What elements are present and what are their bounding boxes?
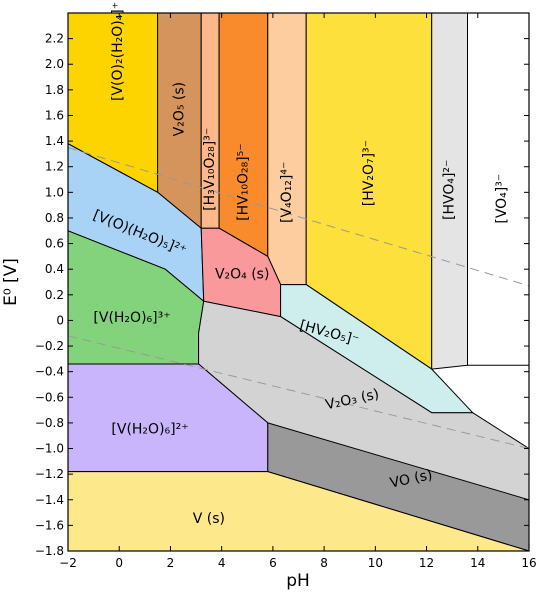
y-axis-ticks: 2.2 2.0 1.8 1.6 1.4 1.2 1.0 0.8 0.6 0.4 0.2 0 −0.2 −0… [35, 32, 529, 558]
species-label: [V(O)₂(H₂O)₄]⁺ [110, 2, 126, 101]
x-tick-label: −2 [59, 556, 77, 570]
x-axis-title: pH [286, 571, 310, 591]
x-tick-label: 8 [320, 556, 328, 570]
species-label: [HVO₄]²⁻ [442, 160, 458, 220]
species-label: [HV₁₀O₂₈]⁵⁻ [235, 143, 251, 221]
y-tick-label: −0.8 [35, 416, 64, 430]
species-label: [H₃V₁₀O₂₈]³⁻ [202, 128, 218, 211]
species-label: [HV₂O₇]³⁻ [361, 140, 377, 206]
x-tick-label: 14 [470, 556, 485, 570]
y-tick-label: 1.8 [45, 83, 64, 97]
species-label: V₂O₅ (s) [171, 82, 187, 137]
region-v4o12 [267, 12, 307, 286]
y-tick-label: −1.0 [35, 442, 64, 456]
y-tick-label: 0.2 [45, 288, 64, 302]
y-tick-label: 1.2 [45, 160, 64, 174]
y-tick-label: −1.8 [35, 544, 64, 558]
y-tick-label: −1.2 [35, 467, 64, 481]
x-tick-label: 12 [419, 556, 434, 570]
y-axis-title: E⁰ [V] [1, 258, 21, 306]
x-tick-label: 10 [368, 556, 383, 570]
species-label: [V(H₂O)₆]³⁺ [93, 310, 170, 326]
plot-frame [67, 12, 530, 552]
x-axis-ticks: −2 0 2 4 6 8 10 12 14 16 [59, 13, 537, 570]
species-label: [V₄O₁₂]⁴⁻ [279, 162, 295, 223]
y-tick-label: −0.4 [35, 365, 64, 379]
y-tick-label: 0.8 [45, 211, 64, 225]
y-tick-label: −1.4 [35, 493, 64, 507]
water-line-1 [67, 335, 530, 450]
x-tick-label: 2 [167, 556, 175, 570]
x-tick-label: 4 [218, 556, 226, 570]
y-tick-label: 0.4 [45, 262, 64, 276]
chart-regions [67, 12, 530, 552]
y-tick-label: 1.6 [45, 108, 64, 122]
y-tick-label: 2.2 [45, 32, 64, 46]
species-label: V₂O₄ (s) [215, 266, 270, 282]
y-tick-label: −1.6 [35, 518, 64, 532]
species-label: [V(H₂O)₆]²⁺ [111, 421, 188, 437]
x-tick-label: 6 [269, 556, 277, 570]
species-label: [VO₄]³⁻ [494, 174, 510, 224]
species-label: V (s) [193, 511, 225, 527]
y-tick-label: −0.6 [35, 390, 64, 404]
y-tick-label: 1.0 [45, 185, 64, 199]
y-tick-label: 1.4 [45, 134, 64, 148]
x-tick-label: 0 [115, 556, 123, 570]
y-tick-label: 0.6 [45, 237, 64, 251]
y-tick-label: −0.2 [35, 339, 64, 353]
water-line-0 [67, 147, 530, 287]
y-tick-label: 2.0 [45, 57, 64, 71]
water-stability-lines [67, 147, 530, 450]
x-tick-label: 16 [521, 556, 536, 570]
y-tick-label: 0 [56, 313, 64, 327]
